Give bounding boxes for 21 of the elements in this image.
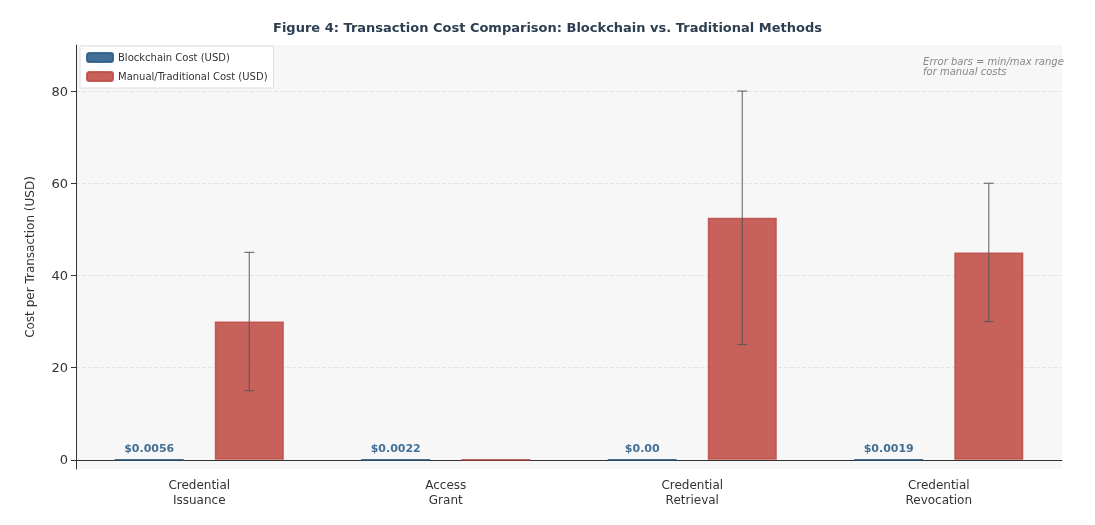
- legend-label: Blockchain Cost (USD): [118, 52, 230, 63]
- y-axis-title: Cost per Transaction (USD): [23, 176, 37, 338]
- x-tick-label: Credential Retrieval: [661, 477, 724, 507]
- y-tick-label: 20: [51, 360, 68, 376]
- data-label: $0.00: [624, 442, 660, 456]
- bar: [214, 321, 284, 460]
- y-tick-label: 40: [51, 267, 68, 283]
- y-tick-label: 0: [59, 452, 68, 468]
- y-tick-label: 60: [51, 175, 68, 191]
- chart-title: Figure 4: Transaction Cost Comparison: Blockchain vs. Traditional Methods: [273, 20, 823, 35]
- data-label: $0.0019: [863, 442, 914, 456]
- legend-label: Manual/Traditional Cost (USD): [118, 71, 268, 82]
- data-label: $0.0022: [370, 442, 421, 456]
- bar: [707, 217, 777, 460]
- annotation: Error bars = min/max range for manual costs: [923, 55, 1068, 77]
- y-tick-label: 80: [51, 83, 68, 99]
- data-label: $0.0056: [124, 442, 175, 456]
- x-tick-label: Credential Issuance: [168, 477, 231, 507]
- bar: [954, 252, 1024, 460]
- x-tick-label: Credential Revocation: [905, 477, 973, 507]
- x-tick-label: Access Grant: [425, 477, 467, 507]
